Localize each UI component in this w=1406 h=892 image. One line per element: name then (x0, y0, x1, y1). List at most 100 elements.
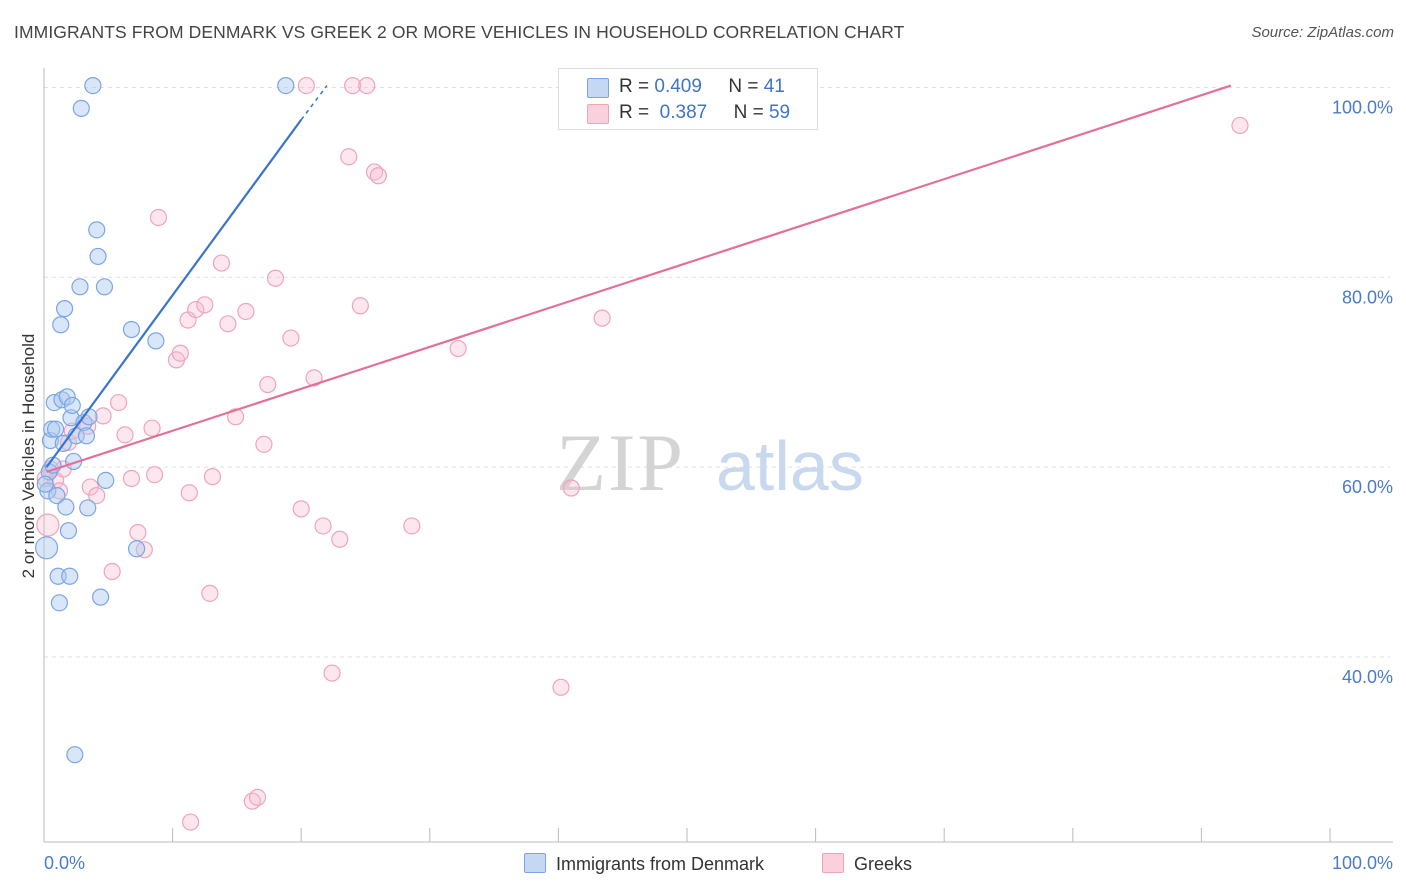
denmark-point (62, 409, 80, 427)
denmark-point (77, 427, 96, 445)
denmark-point (50, 594, 69, 612)
greek-point (237, 302, 255, 321)
greek-point (297, 76, 315, 95)
denmark-point (127, 540, 146, 558)
n-label: N = (728, 76, 764, 97)
denmark-point (88, 221, 106, 239)
denmark-point (61, 567, 79, 585)
denmark-point (84, 76, 102, 95)
n-value: 41 (763, 76, 785, 97)
denmark-point (55, 300, 74, 318)
watermark-atlas: atlas (716, 427, 864, 505)
y-tick-label: 100.0% (1332, 97, 1393, 117)
denmark-point (59, 522, 78, 540)
greek-point (305, 369, 323, 387)
greek-point (149, 208, 168, 227)
y-axis-label: 2 or more Vehicles in Household (19, 334, 38, 579)
y-tick-label: 60.0% (1342, 477, 1393, 497)
greek-point (255, 435, 273, 453)
greek-point (552, 678, 570, 696)
denmark-point (34, 536, 59, 560)
greek-point (593, 309, 611, 327)
greek-point (36, 513, 60, 537)
denmark-point (72, 99, 90, 117)
denmark-point (95, 278, 114, 296)
x-tick-label: 0.0% (44, 853, 85, 873)
tick-labels: 40.0% 60.0% 80.0% 100.0% 0.0% 100.0% (44, 97, 1393, 873)
denmark-point (52, 316, 70, 334)
chart-title: IMMIGRANTS FROM DENMARK VS GREEK 2 OR MO… (14, 22, 905, 42)
greek-point (187, 300, 205, 319)
greek-point (227, 408, 245, 426)
greek-point (116, 426, 134, 444)
denmark-swatch (587, 78, 609, 98)
gridlines (44, 86, 1390, 658)
greek-point (129, 524, 147, 542)
legend-item-denmark: Immigrants from Denmark (524, 853, 764, 875)
greek-point (351, 297, 369, 315)
greek-point (340, 148, 358, 166)
greek-point (358, 76, 376, 95)
denmark-point (53, 391, 71, 409)
denmark-point (147, 332, 165, 350)
denmark-point (46, 420, 65, 438)
denmark-point (79, 499, 97, 517)
legend-item-greeks: Greeks (822, 853, 912, 875)
n-label: N = (733, 102, 769, 123)
greek-point (344, 76, 362, 95)
denmark-point (43, 420, 61, 438)
greek-point (81, 478, 99, 496)
denmark-point (277, 76, 295, 95)
greek-point (212, 254, 231, 272)
greek-point (143, 419, 161, 437)
greek-point (203, 468, 222, 486)
y-tick-label: 40.0% (1342, 667, 1393, 687)
denmark-trend-line (45, 119, 303, 468)
denmark-point (48, 486, 66, 505)
greek-point (266, 269, 285, 287)
greek-point (171, 344, 189, 362)
greek-point (369, 167, 387, 185)
r-value: 0.409 (654, 76, 702, 97)
greek-point (94, 407, 112, 425)
greek-point (196, 296, 214, 314)
legend-label: Greeks (854, 854, 913, 874)
trend-lines (45, 84, 1232, 473)
greek-point (259, 375, 277, 394)
denmark-point (71, 278, 89, 296)
stats-legend: R = 0.409 N = 41 R = 0.387 N = 59 (558, 68, 818, 130)
greek-point (449, 339, 467, 358)
denmark-point (63, 396, 81, 415)
greek-point (219, 315, 237, 333)
watermark: ZIP atlas (556, 417, 864, 508)
greeks-swatch (587, 104, 609, 124)
denmark-point (89, 247, 107, 266)
legend-label: Immigrants from Denmark (556, 854, 765, 874)
n-value: 59 (768, 102, 791, 123)
greek-point (88, 486, 106, 505)
greek-point (145, 466, 164, 484)
greek-point (282, 329, 300, 347)
greek-point (1231, 116, 1249, 135)
denmark-point (57, 498, 75, 516)
axes (43, 68, 1393, 843)
greek-point (103, 562, 121, 581)
greek-point (562, 479, 580, 497)
greek-point (292, 500, 310, 518)
greek-point (248, 788, 267, 806)
greek-point (314, 517, 332, 535)
denmark-points (34, 76, 295, 764)
denmark-point (58, 388, 76, 406)
greek-trend-line (46, 84, 1232, 473)
greek-point (331, 530, 349, 548)
x-tick-label: 100.0% (1332, 853, 1393, 873)
greek-point (180, 484, 198, 502)
r-value: 0.387 (659, 102, 708, 123)
denmark-point (91, 588, 110, 606)
denmark-point (66, 746, 84, 764)
greek-point (323, 664, 341, 682)
denmark-point (36, 475, 54, 493)
y-tick-label: 80.0% (1342, 287, 1393, 307)
greeks-swatch (822, 853, 844, 873)
